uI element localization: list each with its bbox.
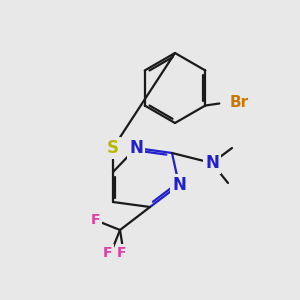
Text: F: F bbox=[117, 246, 127, 260]
Text: F: F bbox=[103, 246, 113, 260]
Text: S: S bbox=[107, 139, 119, 157]
Text: F: F bbox=[91, 213, 101, 227]
Text: Br: Br bbox=[229, 95, 248, 110]
Text: N: N bbox=[129, 139, 143, 157]
Text: N: N bbox=[205, 154, 219, 172]
Text: N: N bbox=[172, 176, 186, 194]
